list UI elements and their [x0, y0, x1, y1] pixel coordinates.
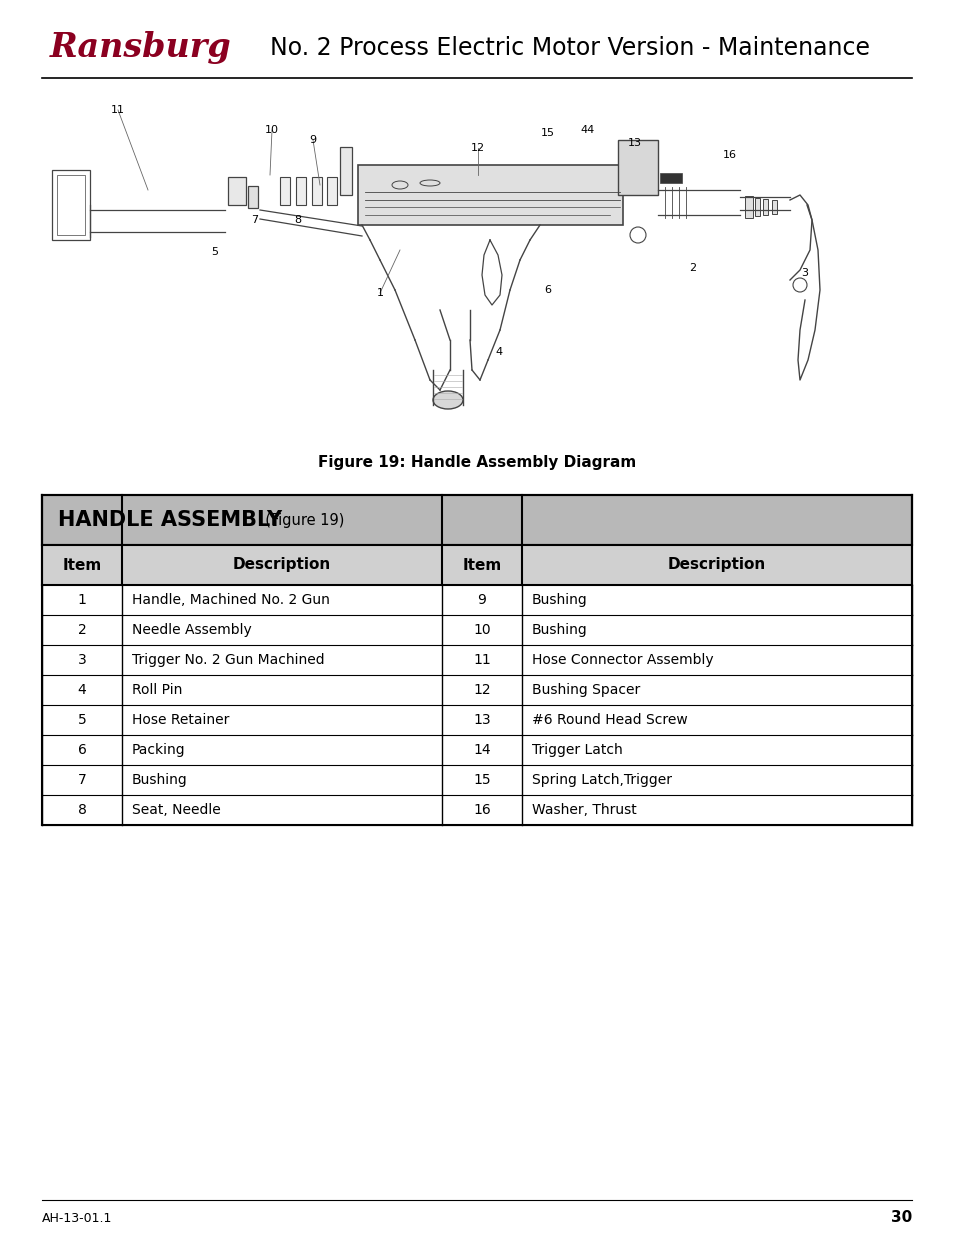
Text: (Figure 19): (Figure 19) [255, 513, 344, 527]
Text: 30: 30 [890, 1210, 911, 1225]
Bar [659, 173, 681, 183]
Bar [762, 199, 767, 215]
Text: 6: 6 [77, 743, 87, 757]
Text: Trigger No. 2 Gun Machined: Trigger No. 2 Gun Machined [132, 653, 324, 667]
Text: 5: 5 [212, 247, 218, 257]
Text: Seat, Needle: Seat, Needle [132, 803, 220, 818]
Text: Packing: Packing [132, 743, 186, 757]
Text: 6: 6 [544, 285, 551, 295]
Bar [295, 177, 306, 205]
Text: 9: 9 [477, 593, 486, 606]
Text: Bushing: Bushing [532, 593, 587, 606]
Text: 16: 16 [722, 149, 737, 161]
Text: 2: 2 [689, 263, 696, 273]
Text: 14: 14 [473, 743, 490, 757]
Text: Figure 19: Handle Assembly Diagram: Figure 19: Handle Assembly Diagram [317, 454, 636, 469]
Text: Roll Pin: Roll Pin [132, 683, 182, 697]
Bar [754, 198, 760, 216]
Text: 10: 10 [265, 125, 278, 135]
Text: Hose Retainer: Hose Retainer [132, 713, 229, 727]
Text: 7: 7 [77, 773, 87, 787]
Text: No. 2 Process Electric Motor Version - Maintenance: No. 2 Process Electric Motor Version - M… [270, 36, 869, 61]
Text: 11: 11 [111, 105, 125, 115]
Text: 1: 1 [77, 593, 87, 606]
Text: 9: 9 [309, 135, 316, 144]
Text: Bushing: Bushing [532, 622, 587, 637]
Text: #6 Round Head Screw: #6 Round Head Screw [532, 713, 687, 727]
Text: 13: 13 [473, 713, 490, 727]
Text: 13: 13 [627, 138, 641, 148]
Bar [248, 186, 257, 207]
Text: Item: Item [462, 557, 501, 573]
Text: HANDLE ASSEMBLY: HANDLE ASSEMBLY [58, 510, 282, 530]
Text: Bushing Spacer: Bushing Spacer [532, 683, 639, 697]
Text: 8: 8 [77, 803, 87, 818]
Text: 44: 44 [580, 125, 595, 135]
Bar [339, 147, 352, 195]
Text: 4: 4 [77, 683, 87, 697]
Text: 7: 7 [252, 215, 258, 225]
Bar [42, 545, 911, 585]
Text: 11: 11 [473, 653, 491, 667]
Text: 15: 15 [473, 773, 490, 787]
Bar [52, 170, 90, 240]
Text: 10: 10 [473, 622, 490, 637]
Bar [280, 177, 290, 205]
Text: 3: 3 [801, 268, 807, 278]
Text: 2: 2 [77, 622, 87, 637]
Text: 8: 8 [294, 215, 301, 225]
Text: Needle Assembly: Needle Assembly [132, 622, 252, 637]
Text: Trigger Latch: Trigger Latch [532, 743, 622, 757]
Bar [42, 495, 911, 545]
Text: Description: Description [233, 557, 331, 573]
Text: 12: 12 [471, 143, 484, 153]
Text: 4: 4 [495, 347, 502, 357]
Bar [744, 196, 752, 219]
Bar [312, 177, 322, 205]
Ellipse shape [433, 391, 462, 409]
Bar [618, 140, 658, 195]
Bar [57, 175, 85, 235]
Text: 3: 3 [77, 653, 87, 667]
Text: Handle, Machined No. 2 Gun: Handle, Machined No. 2 Gun [132, 593, 330, 606]
Bar [357, 165, 622, 225]
Text: Spring Latch,Trigger: Spring Latch,Trigger [532, 773, 671, 787]
Text: Description: Description [667, 557, 765, 573]
Text: Hose Connector Assembly: Hose Connector Assembly [532, 653, 713, 667]
Text: Washer, Thrust: Washer, Thrust [532, 803, 636, 818]
Text: 15: 15 [540, 128, 555, 138]
Text: 1: 1 [376, 288, 383, 298]
Text: 12: 12 [473, 683, 490, 697]
Text: AH-13-01.1: AH-13-01.1 [42, 1212, 112, 1224]
Text: 16: 16 [473, 803, 491, 818]
Text: Ransburg: Ransburg [50, 32, 232, 64]
Text: Item: Item [62, 557, 102, 573]
Text: Bushing: Bushing [132, 773, 188, 787]
Bar [327, 177, 336, 205]
Bar [228, 177, 246, 205]
Text: 5: 5 [77, 713, 87, 727]
Bar [771, 200, 776, 214]
